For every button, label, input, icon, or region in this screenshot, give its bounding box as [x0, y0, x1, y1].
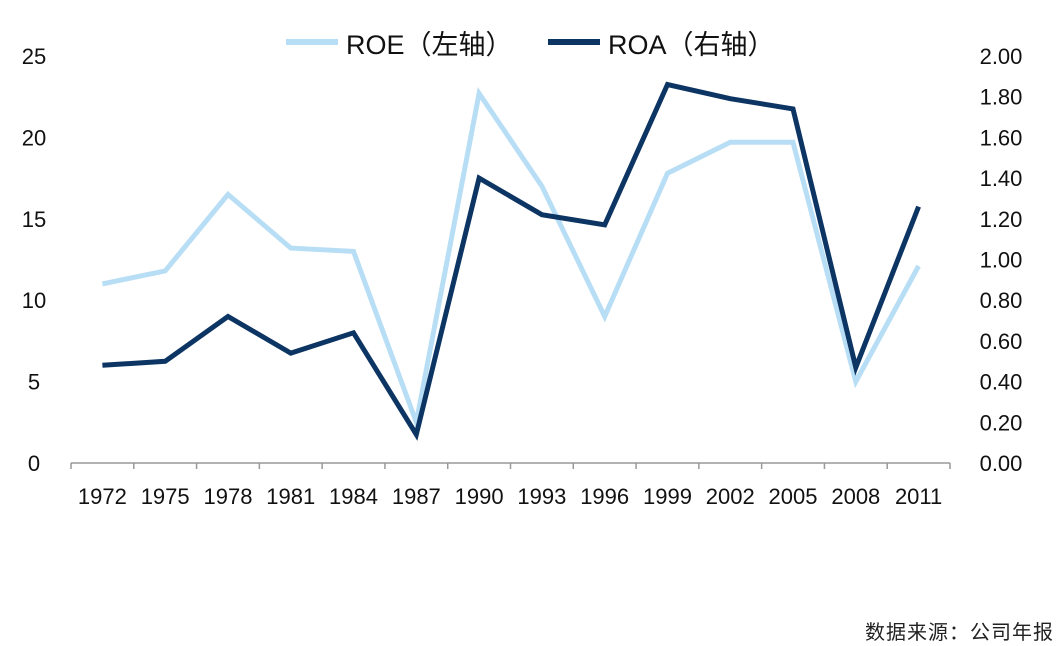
legend: ROE（左轴） ROA（右轴） — [0, 22, 1062, 62]
series-line-roa — [102, 81, 921, 441]
y-left-tick-label: 5 — [28, 370, 40, 395]
legend-item-roe: ROE（左轴） — [286, 22, 513, 62]
y-right-tick-label: 0.20 — [980, 410, 1023, 435]
x-tick-label: 1996 — [580, 484, 629, 509]
legend-item-roa: ROA（右轴） — [548, 22, 775, 62]
x-tick-label: 1975 — [141, 484, 190, 509]
y-right-tick-label: 1.80 — [980, 85, 1023, 110]
y-right-tick-label: 0.80 — [980, 288, 1023, 313]
x-tick-label: 1972 — [78, 484, 127, 509]
legend-label-roe: ROE（左轴） — [346, 29, 513, 60]
y-left-tick-label: 15 — [22, 207, 46, 232]
y-right-tick-label: 1.40 — [980, 166, 1023, 191]
y-right-tick-label: 1.20 — [980, 207, 1023, 232]
y-left-tick-label: 10 — [22, 288, 46, 313]
y-right-tick-label: 1.60 — [980, 125, 1023, 150]
x-tick-label: 1999 — [643, 484, 692, 509]
x-tick-label: 2002 — [706, 484, 755, 509]
x-tick-label: 2011 — [895, 484, 942, 509]
y-right-tick-label: 0.00 — [980, 451, 1023, 476]
x-tick-label: 1978 — [203, 484, 252, 509]
legend-swatch-roa — [548, 39, 600, 45]
x-tick-label: 1984 — [329, 484, 378, 509]
y-left-tick-label: 0 — [28, 451, 40, 476]
y-left-tick-label: 25 — [22, 44, 46, 69]
x-tick-label: 1987 — [392, 484, 441, 509]
x-tick-label: 2005 — [769, 484, 818, 509]
legend-label-roa: ROA（右轴） — [608, 29, 775, 60]
x-tick-label: 1993 — [517, 484, 566, 509]
legend-swatch-roe — [286, 39, 338, 45]
x-tick-label: 2008 — [831, 484, 880, 509]
y-right-tick-label: 0.40 — [980, 370, 1023, 395]
y-right-tick-label: 0.60 — [980, 329, 1023, 354]
source-note: 数据来源：公司年报 — [865, 620, 1054, 644]
x-tick-label: 1990 — [455, 484, 504, 509]
x-tick-label: 1981 — [266, 484, 315, 509]
series-line-roe — [101, 86, 921, 432]
y-right-tick-label: 2.00 — [980, 44, 1023, 69]
y-right-tick-label: 1.00 — [980, 248, 1023, 273]
y-left-tick-label: 20 — [22, 125, 46, 150]
